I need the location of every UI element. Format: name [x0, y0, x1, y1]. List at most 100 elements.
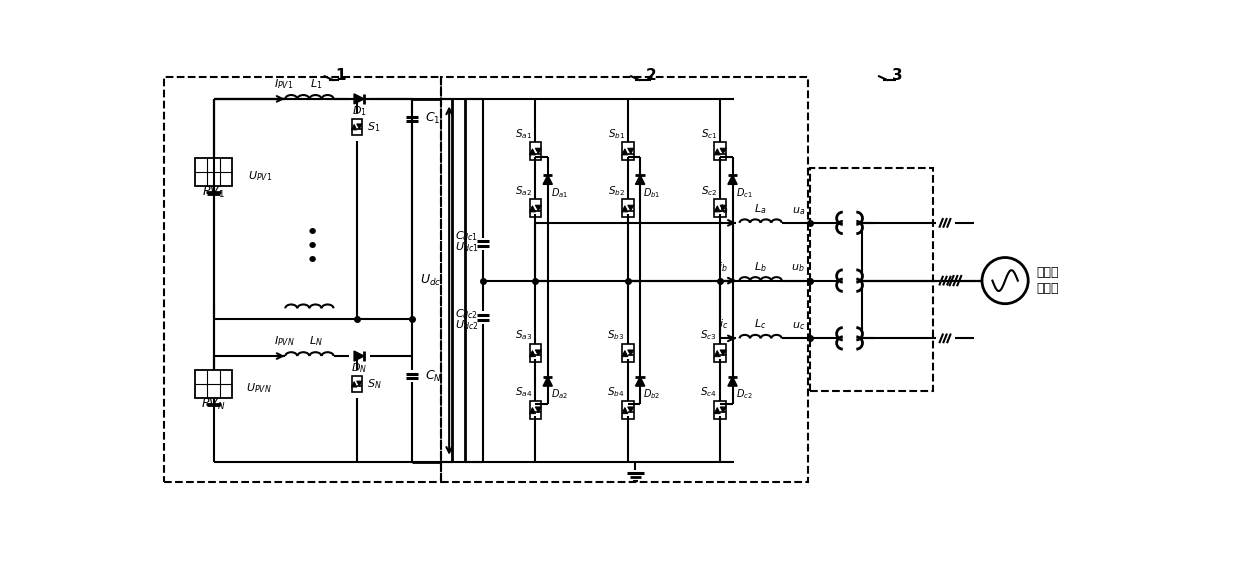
- Polygon shape: [627, 407, 634, 412]
- Text: $D_{a2}$: $D_{a2}$: [551, 388, 568, 402]
- Polygon shape: [714, 206, 720, 212]
- Text: $U_{dc2}$: $U_{dc2}$: [455, 319, 479, 332]
- Text: $D_{b1}$: $D_{b1}$: [644, 186, 661, 200]
- Polygon shape: [529, 407, 536, 413]
- Bar: [441, 77, 808, 482]
- Text: $S_N$: $S_N$: [367, 377, 382, 390]
- Text: $I_{PVN}$: $I_{PVN}$: [274, 334, 294, 348]
- Text: $D_{b2}$: $D_{b2}$: [644, 388, 661, 402]
- Polygon shape: [728, 175, 737, 185]
- Polygon shape: [627, 205, 634, 211]
- Bar: [622, 199, 634, 217]
- Polygon shape: [355, 94, 365, 104]
- Text: $U_{dc1}$: $U_{dc1}$: [455, 240, 479, 254]
- Text: $PV_1$: $PV_1$: [202, 185, 224, 200]
- Text: $D_{c1}$: $D_{c1}$: [735, 186, 753, 200]
- Polygon shape: [529, 149, 536, 155]
- Polygon shape: [351, 125, 357, 130]
- Text: $C_{dc1}$: $C_{dc1}$: [455, 229, 479, 243]
- Text: 1: 1: [335, 68, 346, 83]
- Polygon shape: [621, 206, 627, 212]
- Text: $S_{a1}$: $S_{a1}$: [516, 127, 532, 141]
- Bar: [714, 401, 727, 419]
- Text: $S_{b2}$: $S_{b2}$: [608, 184, 625, 197]
- Polygon shape: [543, 175, 552, 185]
- Bar: [529, 142, 542, 160]
- Polygon shape: [529, 206, 536, 212]
- Text: $U_{dc}$: $U_{dc}$: [420, 273, 441, 288]
- Text: $L_a$: $L_a$: [754, 202, 766, 216]
- Text: $D_N$: $D_N$: [351, 361, 367, 375]
- Polygon shape: [536, 148, 542, 154]
- Polygon shape: [728, 377, 737, 386]
- Text: $S_{c1}$: $S_{c1}$: [701, 127, 717, 141]
- Text: $C_N$: $C_N$: [424, 369, 441, 384]
- Polygon shape: [621, 407, 627, 413]
- Text: $D_1$: $D_1$: [352, 104, 367, 118]
- Text: $PV_N$: $PV_N$: [201, 397, 226, 412]
- Text: $S_{c4}$: $S_{c4}$: [701, 385, 717, 399]
- Bar: [529, 344, 542, 362]
- Bar: [529, 199, 542, 217]
- Text: $S_{c2}$: $S_{c2}$: [701, 184, 717, 197]
- Bar: [810, 168, 932, 392]
- Text: $D_{a1}$: $D_{a1}$: [551, 186, 568, 200]
- Bar: [622, 401, 634, 419]
- Polygon shape: [543, 377, 552, 386]
- Text: •: •: [305, 237, 319, 257]
- Text: $S_{b4}$: $S_{b4}$: [608, 385, 625, 399]
- Polygon shape: [635, 377, 645, 386]
- Polygon shape: [720, 407, 727, 412]
- Polygon shape: [714, 149, 720, 155]
- Text: •: •: [305, 251, 319, 270]
- Text: $S_1$: $S_1$: [367, 119, 381, 134]
- Bar: [714, 344, 727, 362]
- Polygon shape: [357, 381, 362, 386]
- Text: $D_{c2}$: $D_{c2}$: [735, 388, 753, 402]
- Text: $C_1$: $C_1$: [424, 112, 440, 126]
- Polygon shape: [720, 148, 727, 154]
- Text: 中压交: 中压交: [1035, 266, 1059, 279]
- Polygon shape: [621, 149, 627, 155]
- Bar: [622, 344, 634, 362]
- Text: $i_c$: $i_c$: [719, 318, 728, 332]
- Text: $i_b$: $i_b$: [718, 260, 728, 274]
- Polygon shape: [351, 381, 357, 387]
- Text: $S_{a2}$: $S_{a2}$: [516, 184, 532, 197]
- Bar: [195, 370, 232, 398]
- Text: $S_{b3}$: $S_{b3}$: [608, 329, 625, 342]
- Text: $C_{dc2}$: $C_{dc2}$: [455, 307, 479, 321]
- Polygon shape: [355, 351, 365, 361]
- Text: $S_{a3}$: $S_{a3}$: [516, 329, 532, 342]
- Circle shape: [982, 257, 1028, 304]
- Polygon shape: [536, 205, 542, 211]
- Polygon shape: [536, 407, 542, 412]
- Polygon shape: [536, 350, 542, 356]
- Bar: [529, 401, 542, 419]
- Bar: [714, 142, 727, 160]
- Polygon shape: [720, 350, 727, 356]
- Text: $U_{PVN}$: $U_{PVN}$: [247, 381, 272, 394]
- Text: $S_{a4}$: $S_{a4}$: [515, 385, 532, 399]
- Polygon shape: [714, 351, 720, 357]
- Polygon shape: [627, 350, 634, 356]
- Bar: [351, 376, 362, 392]
- Text: $u_a$: $u_a$: [791, 205, 805, 217]
- Bar: [714, 199, 727, 217]
- Bar: [195, 158, 232, 186]
- Text: $L_N$: $L_N$: [309, 334, 322, 348]
- Text: $L_1$: $L_1$: [310, 77, 322, 91]
- Text: 2: 2: [646, 68, 656, 83]
- Polygon shape: [357, 124, 362, 129]
- Text: $U_{PV1}$: $U_{PV1}$: [248, 169, 272, 183]
- Polygon shape: [720, 205, 727, 211]
- Polygon shape: [627, 148, 634, 154]
- Bar: [164, 77, 440, 482]
- Text: 流电网: 流电网: [1035, 282, 1059, 295]
- Text: $u_c$: $u_c$: [791, 320, 805, 332]
- Polygon shape: [621, 351, 627, 357]
- Text: $L_c$: $L_c$: [754, 318, 766, 332]
- Bar: [351, 118, 362, 135]
- Text: $I_{PV1}$: $I_{PV1}$: [274, 77, 293, 91]
- Polygon shape: [714, 407, 720, 413]
